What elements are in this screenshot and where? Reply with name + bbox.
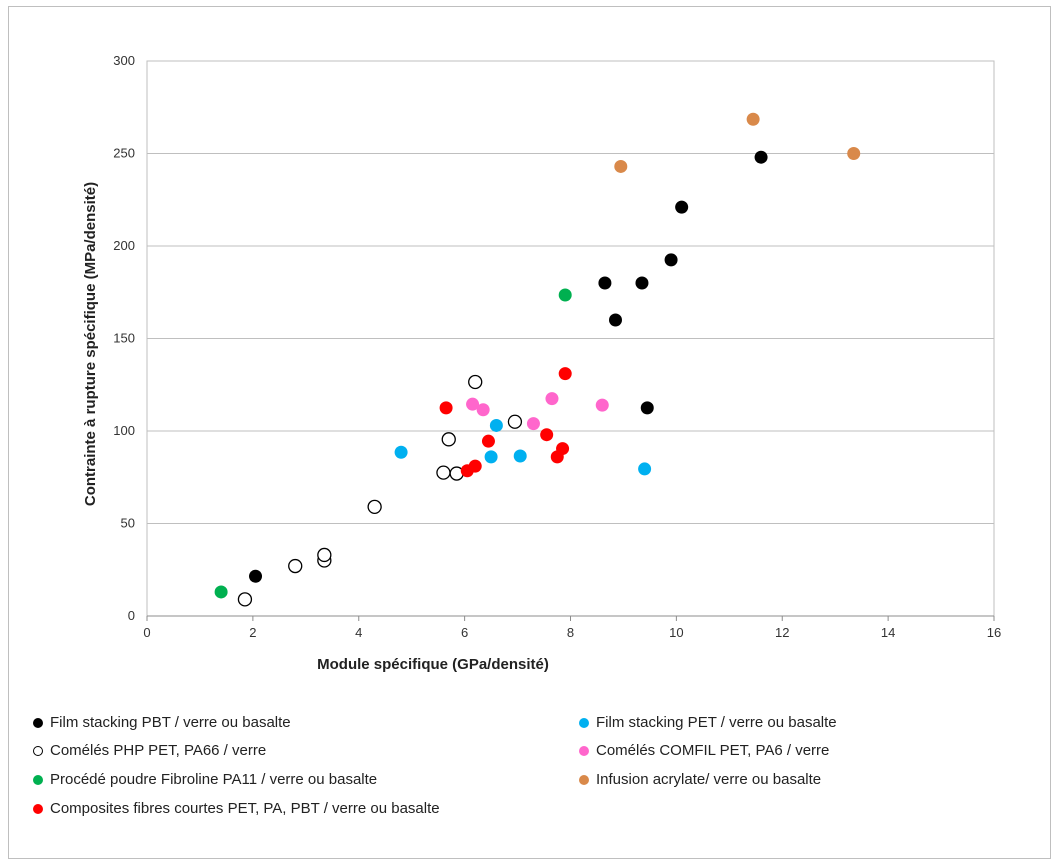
data-points: [214, 112, 861, 607]
data-point-series-5: [489, 418, 503, 432]
data-point-series-7: [847, 147, 861, 160]
legend-item: Infusion acrylate/ verre ou basalte: [579, 771, 821, 788]
data-point-series-3: [214, 585, 228, 599]
x-axis-label: Module spécifique (GPa/densité): [317, 656, 549, 673]
y-tick-label: 300: [113, 53, 135, 68]
data-point-series-2: [468, 374, 483, 390]
legend-marker-icon: [33, 745, 43, 756]
data-point-series-2: [507, 414, 523, 429]
y-tick-label: 100: [113, 423, 135, 438]
legend-marker-icon: [579, 717, 589, 728]
legend-label: Procédé poudre Fibroline PA11 / verre ou…: [50, 771, 378, 788]
data-point-series-4: [481, 434, 495, 448]
y-tick-label: 150: [113, 331, 135, 346]
data-point-series-3: [558, 288, 572, 302]
legend-label: Film stacking PBT / verre ou basalte: [50, 714, 291, 731]
data-point-series-4: [439, 401, 453, 415]
data-point-series-2: [441, 432, 456, 447]
y-tick-label: 250: [113, 146, 135, 161]
x-tick-label: 4: [355, 625, 362, 640]
data-point-series-1: [640, 401, 654, 415]
data-point-series-4: [468, 459, 482, 473]
legend-item: Film stacking PBT / verre ou basalte: [33, 714, 291, 731]
data-point-series-1: [635, 276, 649, 290]
legend-marker-icon: [579, 774, 589, 785]
tick-labels: 0 50 100 150 200 250 300 0 2 4 6 8 10 12 14 16: [113, 53, 1001, 640]
data-point-series-4: [558, 367, 572, 381]
x-tick-label: 8: [567, 625, 574, 640]
y-tick-label: 0: [128, 608, 135, 623]
axes: [146, 615, 995, 621]
data-point-series-2: [317, 547, 332, 563]
data-point-series-1: [608, 313, 622, 327]
gridlines: [146, 60, 995, 617]
legend-label: Film stacking PET / verre ou basalte: [596, 714, 837, 731]
data-point-series-1: [598, 276, 612, 290]
legend-item: Comélés PHP PET, PA66 / verre: [33, 742, 266, 759]
data-point-series-2: [288, 558, 303, 574]
data-point-series-2: [367, 499, 382, 515]
data-point-series-6: [595, 398, 609, 412]
y-axis-label: Contrainte à rupture spécifique (MPa/den…: [82, 182, 99, 506]
data-point-series-6: [545, 392, 559, 406]
data-point-series-6: [466, 397, 480, 411]
y-tick-label: 200: [113, 238, 135, 253]
data-point-series-5: [513, 449, 527, 463]
data-point-series-6: [526, 417, 540, 431]
data-point-series-7: [614, 159, 628, 173]
x-tick-label: 10: [669, 625, 683, 640]
data-point-series-5: [394, 445, 408, 459]
legend-item: Film stacking PET / verre ou basalte: [579, 714, 837, 731]
y-tick-label: 50: [121, 516, 135, 531]
legend-marker-icon: [33, 717, 43, 728]
x-tick-label: 14: [881, 625, 895, 640]
data-point-series-5: [638, 462, 652, 476]
data-point-series-2: [237, 592, 253, 607]
data-point-series-4: [540, 428, 554, 442]
x-tick-label: 0: [143, 625, 150, 640]
data-point-series-2: [436, 465, 451, 480]
scatter-chart: 0 50 100 150 200 250 300 0 2 4 6 8 10 12 14 16 Module s…: [82, 53, 1001, 673]
data-point-series-1: [754, 150, 768, 164]
legend-item: Composites fibres courtes PET, PA, PBT /…: [33, 800, 440, 817]
x-tick-label: 2: [249, 625, 256, 640]
data-point-series-4: [556, 442, 570, 456]
legend-label: Comélés PHP PET, PA66 / verre: [50, 742, 267, 759]
data-point-series-1: [675, 200, 689, 214]
legend-label: Composites fibres courtes PET, PA, PBT /…: [50, 800, 440, 817]
chart-frame: 0 50 100 150 200 250 300 0 2 4 6 8 10 12 14 16 Module s…: [8, 6, 1051, 859]
legend-marker-icon: [33, 803, 43, 814]
x-tick-label: 6: [461, 625, 468, 640]
x-tick-label: 12: [775, 625, 789, 640]
data-point-series-1: [249, 569, 263, 583]
legend-label: Comélés COMFIL PET, PA6 / verre: [596, 742, 830, 759]
legend-marker-icon: [33, 774, 43, 785]
x-tick-label: 16: [987, 625, 1001, 640]
data-point-series-1: [664, 253, 678, 267]
data-point-series-6: [476, 403, 490, 417]
legend-item: Procédé poudre Fibroline PA11 / verre ou…: [33, 771, 377, 788]
legend-item: Comélés COMFIL PET, PA6 / verre: [579, 742, 829, 759]
data-point-series-5: [484, 450, 498, 464]
legend-marker-icon: [579, 745, 589, 756]
data-point-series-7: [746, 112, 760, 126]
legend-label: Infusion acrylate/ verre ou basalte: [596, 771, 822, 788]
